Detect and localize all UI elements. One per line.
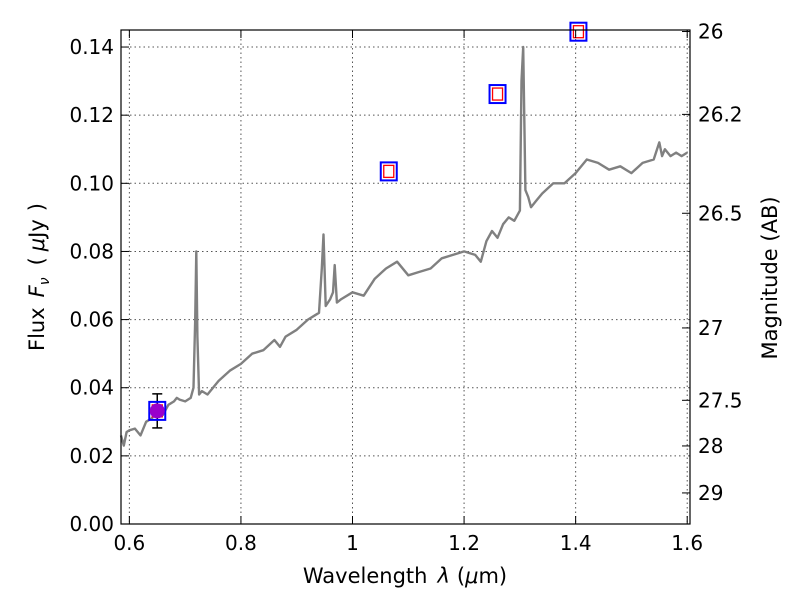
- spectrum-series: [119, 45, 688, 447]
- y-axis-label: FluxFν(μJy): [25, 203, 53, 351]
- x-tick-label: 1.6: [671, 531, 703, 555]
- y2-tick-label: 28: [698, 434, 723, 458]
- y-tick-label: 0.06: [69, 308, 114, 332]
- model-photometry-point-inner: [572, 25, 585, 39]
- y2-tick-label: 29: [698, 481, 723, 505]
- model-photometry-point: [488, 84, 507, 105]
- y2-tick-label: 26.2: [698, 102, 743, 126]
- model-photometry-point-inner: [491, 87, 504, 101]
- observed-photometry-point: [149, 403, 165, 419]
- y-tick-label: 0.08: [69, 239, 114, 263]
- y-tick-labels: 0.00 0.02 0.04 0.06 0.08 0.10 0.12 0.14: [69, 35, 114, 536]
- x-tick-label: 0.6: [113, 531, 145, 555]
- x-tick-label: 0.8: [225, 531, 257, 555]
- model-photometry-point: [379, 161, 398, 182]
- y-tick-label: 0.04: [69, 376, 114, 400]
- y-tick-label: 0.00: [69, 512, 114, 536]
- y-tick-label: 0.02: [69, 444, 114, 468]
- y-tick-label: 0.10: [69, 171, 114, 195]
- gridlines: [121, 30, 690, 525]
- photometry-layer: [148, 21, 588, 429]
- y2-tick-label: 27.5: [698, 388, 743, 412]
- model-photometry-point: [148, 400, 167, 421]
- ticks: [121, 30, 690, 525]
- x-tick-labels: 0.6 0.8 1 1.2 1.4 1.6: [113, 531, 703, 555]
- y2-tick-label: 26.5: [698, 201, 743, 225]
- x-tick-label: 1.4: [560, 531, 592, 555]
- spectrum-line: [119, 45, 688, 447]
- model-photometry-point: [569, 21, 588, 42]
- plot-frame: [120, 29, 691, 525]
- y2-axis-label: Magnitude (AB): [758, 196, 782, 359]
- y2-tick-label: 27: [698, 316, 723, 340]
- x-tick-label: 1: [346, 531, 359, 555]
- x-axis-label: Wavelength λ (μm): [303, 564, 507, 588]
- x-tick-label: 1.2: [448, 531, 480, 555]
- y-tick-label: 0.14: [69, 35, 114, 59]
- model-photometry-point-inner: [383, 164, 395, 179]
- y-tick-label: 0.12: [69, 103, 114, 127]
- y2-tick-label: 26: [698, 20, 723, 44]
- y2-tick-labels: 26 26.2 26.5 27 27.5 28 29: [698, 20, 743, 505]
